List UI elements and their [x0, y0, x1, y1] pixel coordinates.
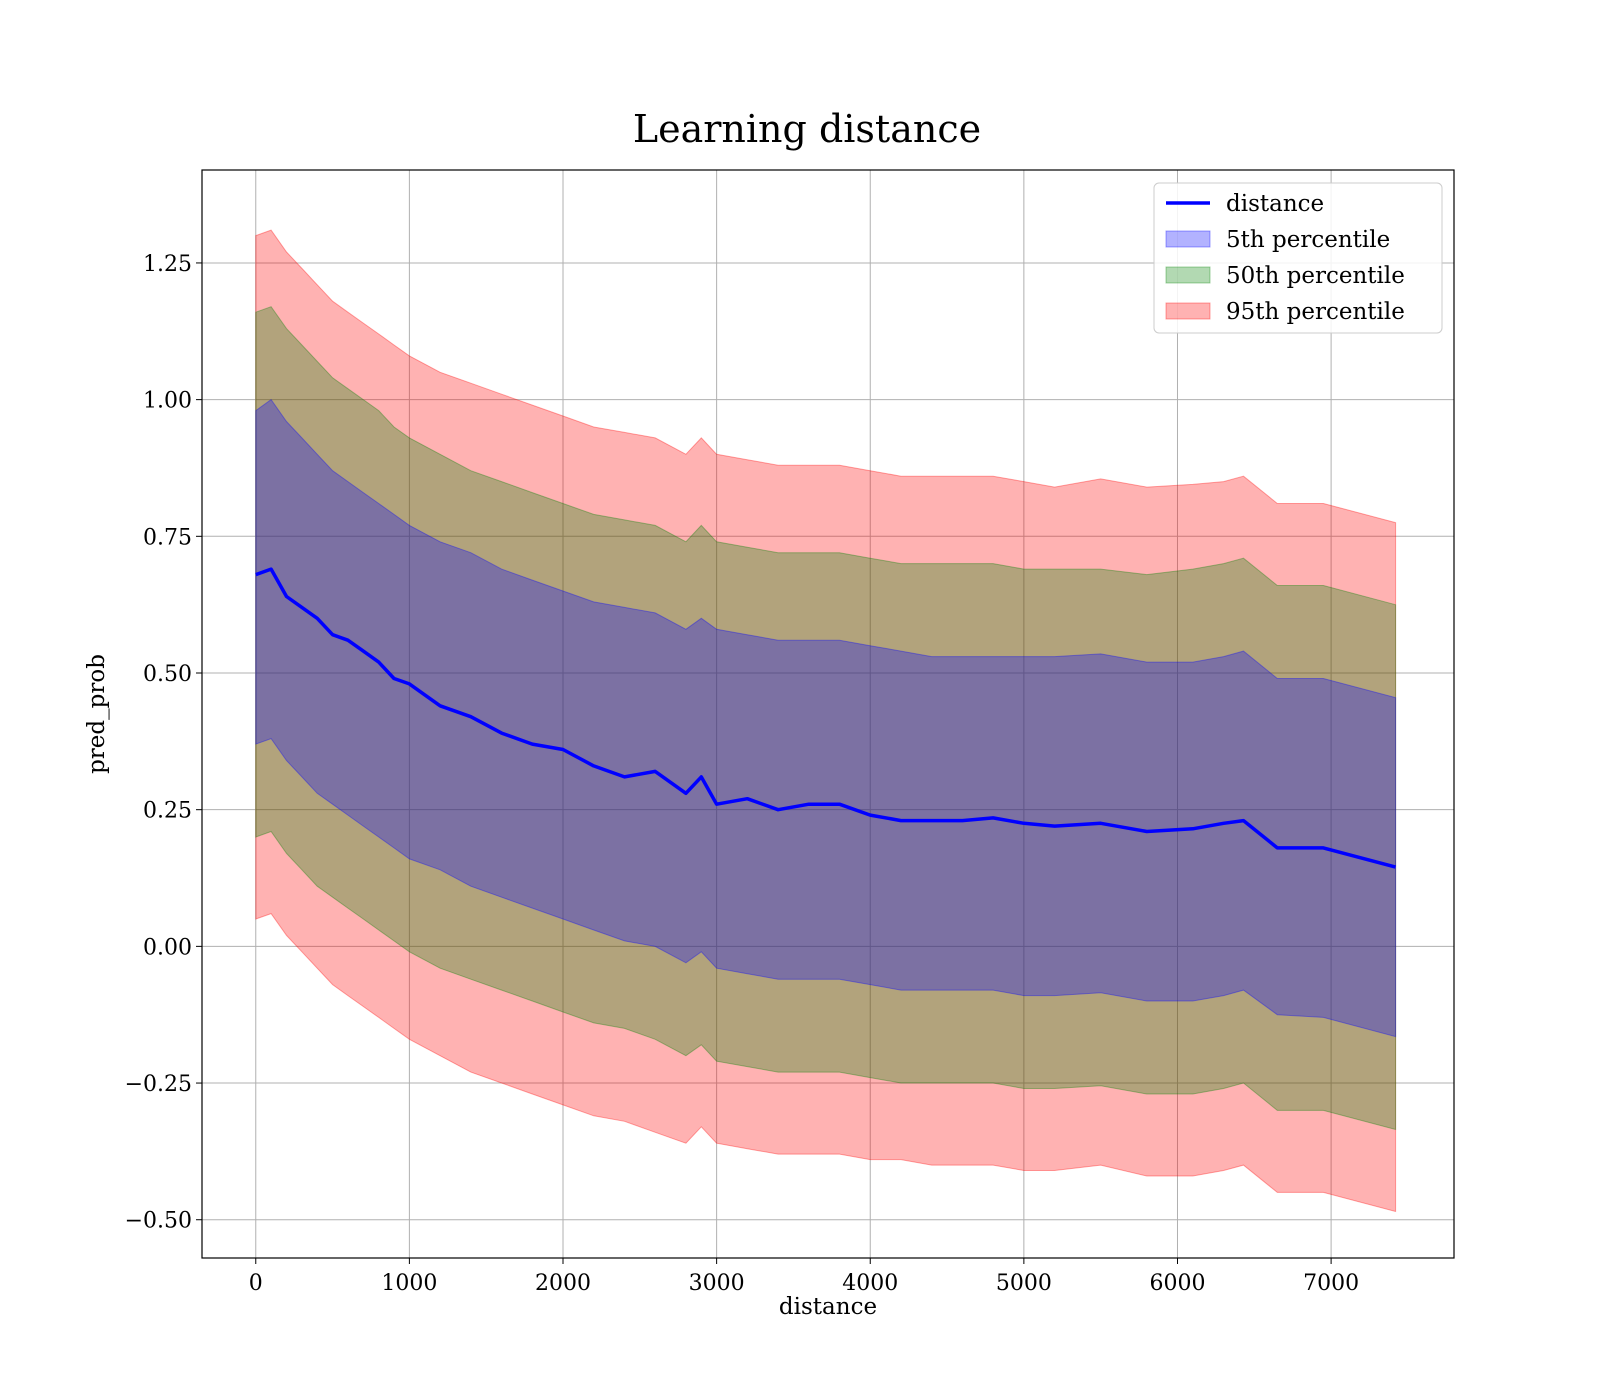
x-tick-label: 3000 [689, 1271, 745, 1296]
y-tick-label: 0.00 [143, 935, 192, 960]
y-tick-label: −0.50 [125, 1209, 192, 1234]
legend-entry-label: 50th percentile [1226, 263, 1405, 289]
x-tick-label: 6000 [1149, 1271, 1205, 1296]
legend-swatch-50th [1165, 266, 1211, 284]
x-axis-ticks: 0 1000 2000 3000 4000 5000 6000 7000 [249, 1258, 1359, 1296]
legend-box [1153, 182, 1443, 334]
y-tick-label: 1.00 [143, 389, 192, 414]
y-tick-label: 0.50 [143, 662, 192, 687]
y-tick-label: 0.75 [143, 525, 192, 550]
x-tick-label: 4000 [842, 1271, 898, 1296]
percentile-bands [255, 229, 1397, 1213]
y-axis-ticks: −0.50 −0.25 0.00 0.25 0.50 0.75 1.00 1.25 [125, 252, 202, 1234]
legend-entry-label: 5th percentile [1226, 227, 1390, 253]
x-axis-label: distance [779, 1294, 877, 1320]
y-tick-label: 0.25 [143, 799, 192, 824]
band-95th [255, 229, 1397, 1213]
x-tick-label: 7000 [1303, 1271, 1359, 1296]
y-tick-label: 1.25 [143, 252, 192, 277]
x-tick-label: 2000 [535, 1271, 591, 1296]
x-tick-label: 5000 [996, 1271, 1052, 1296]
x-tick-label: 1000 [381, 1271, 437, 1296]
gridlines [202, 170, 1454, 1258]
chart-title: Learning distance [633, 107, 981, 151]
legend: distance 5th percentile 50th percentile 95t… [1153, 182, 1443, 334]
series-lines [255, 567, 1397, 869]
legend-swatch-5th [1165, 230, 1211, 248]
legend-entry-label: 95th percentile [1226, 299, 1405, 325]
y-axis-label: pred_prob [84, 654, 110, 774]
band-5th [255, 398, 1397, 1038]
x-tick-label: 0 [249, 1271, 263, 1296]
y-tick-label: −0.25 [125, 1072, 192, 1097]
legend-entry-label: distance [1226, 191, 1324, 217]
line-distance [255, 567, 1397, 869]
band-50th [255, 306, 1397, 1131]
legend-swatch-95th [1165, 302, 1211, 320]
plot-frame [201, 169, 1455, 1259]
